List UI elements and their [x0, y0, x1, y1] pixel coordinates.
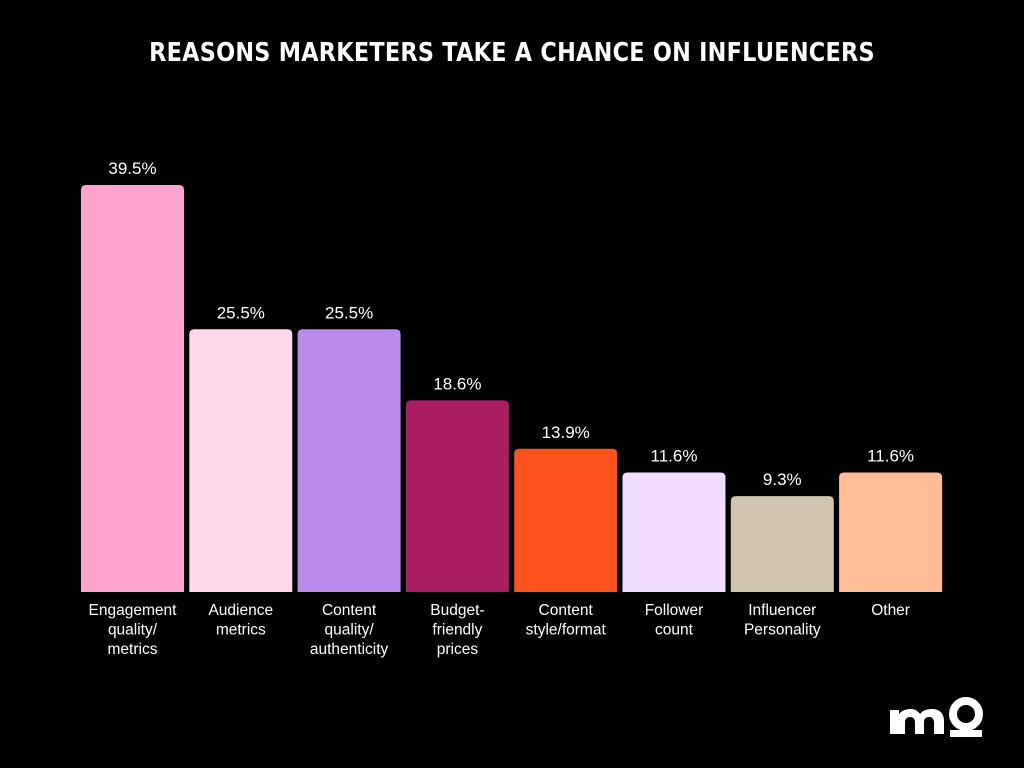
bar-1	[189, 329, 293, 592]
data-label-6: 9.3%	[763, 470, 802, 489]
bar-2	[297, 329, 401, 592]
bar-3	[405, 400, 509, 592]
category-label-4: Content style/format	[526, 602, 607, 639]
data-label-4: 13.9%	[542, 423, 590, 442]
category-label-0: Engagement quality/metrics	[89, 602, 178, 658]
category-label-3: Budget-friendly prices	[430, 602, 484, 658]
mo-logo-icon	[890, 697, 983, 737]
data-label-2: 25.5%	[325, 303, 373, 322]
category-label-2: Content quality/authenticity	[310, 602, 389, 658]
chart-title: REASONS MARKETERS TAKE A CHANCE ON INFLU…	[149, 38, 875, 68]
category-label-6: Influencer Personality	[744, 602, 821, 639]
bar-4	[514, 448, 618, 592]
bar-7	[839, 472, 943, 592]
data-label-1: 25.5%	[217, 303, 265, 322]
category-label-7: Other	[871, 602, 910, 619]
category-label-5: Follower count	[645, 602, 704, 639]
data-label-3: 18.6%	[433, 374, 481, 393]
data-label-0: 39.5%	[108, 159, 156, 178]
bar-0	[81, 185, 184, 592]
category-label-1: Audience metrics	[208, 602, 273, 639]
data-label-7: 11.6%	[867, 446, 914, 465]
bar-5	[622, 472, 726, 592]
bar-6	[730, 496, 834, 592]
data-label-5: 11.6%	[651, 446, 698, 465]
